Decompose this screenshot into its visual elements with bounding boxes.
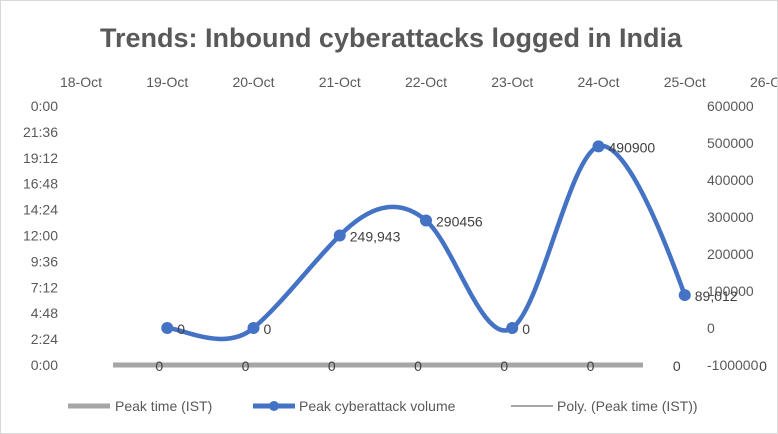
- volume-data-label: 0: [264, 321, 272, 337]
- legend-label-peak-time: Peak time (IST): [115, 398, 212, 414]
- volume-data-label: 490900: [609, 139, 656, 155]
- right-tick-label: 500000: [707, 135, 754, 151]
- x-tick-label: 26-Oct: [750, 74, 777, 90]
- volume-line: [165, 143, 687, 342]
- right-axis-ticks: -100000 0 100000 200000 300000 400000 500000 60…: [707, 98, 759, 373]
- peak-time-data-label: 0: [673, 358, 681, 374]
- peak-time-data-label: 0: [414, 358, 422, 374]
- left-tick-label: 2:24: [31, 331, 58, 347]
- volume-data-label: 0: [177, 321, 185, 337]
- left-tick-label: 19:12: [23, 150, 58, 166]
- right-tick-label: 0: [707, 320, 715, 336]
- left-tick-label: 0:00: [31, 357, 58, 373]
- x-tick-label: 23-Oct: [491, 74, 533, 90]
- volume-point: [592, 140, 605, 153]
- right-tick-label: 300000: [707, 209, 754, 225]
- series-volume: 0 0 249,943 290456 0 490900 89,012: [161, 139, 738, 342]
- volume-point: [420, 214, 432, 227]
- x-axis-ticks: 18-Oct 19-Oct 20-Oct 21-Oct 22-Oct 23-Oct 24-O…: [60, 74, 777, 90]
- volume-data-label: 0: [522, 321, 530, 337]
- volume-point: [161, 322, 174, 334]
- left-tick-label: 9:36: [31, 253, 58, 269]
- peak-time-data-label: 0: [155, 358, 163, 374]
- volume-point: [506, 322, 519, 334]
- x-tick-label: 18-Oct: [60, 74, 102, 90]
- volume-point: [678, 289, 691, 302]
- volume-data-label: 89,012: [695, 288, 738, 304]
- right-tick-label: 400000: [707, 172, 754, 188]
- legend: Peak time (IST) Peak cyberattack volume …: [68, 398, 698, 414]
- x-tick-label: 22-Oct: [405, 74, 447, 90]
- right-tick-label: 200000: [707, 246, 754, 262]
- left-tick-label: 14:24: [23, 202, 58, 218]
- left-tick-label: 0:00: [31, 98, 58, 114]
- x-tick-label: 21-Oct: [319, 74, 361, 90]
- x-tick-label: 20-Oct: [232, 74, 274, 90]
- x-tick-label: 19-Oct: [146, 74, 188, 90]
- series-peak-time: 0 0 0 0 0 0 0 0: [113, 358, 767, 374]
- left-tick-label: 21:36: [23, 124, 58, 140]
- left-tick-label: 16:48: [23, 176, 58, 192]
- peak-time-data-label: 0: [587, 358, 595, 374]
- left-tick-label: 12:00: [23, 228, 58, 244]
- volume-data-label: 249,943: [350, 229, 401, 245]
- x-tick-label: 24-Oct: [577, 74, 619, 90]
- peak-time-data-label: 0: [759, 358, 767, 374]
- right-tick-label: -100000: [707, 357, 759, 373]
- peak-time-data-label: 0: [242, 358, 250, 374]
- left-tick-label: 4:48: [31, 305, 58, 321]
- left-tick-label: 7:12: [31, 279, 58, 295]
- chart-title: Trends: Inbound cyberattacks logged in I…: [100, 23, 683, 53]
- legend-label-poly-trendline: Poly. (Peak time (IST)): [557, 398, 698, 414]
- volume-point: [247, 322, 260, 334]
- peak-time-data-label: 0: [328, 358, 336, 374]
- x-tick-label: 25-Oct: [664, 74, 706, 90]
- legend-label-volume: Peak cyberattack volume: [299, 398, 456, 414]
- legend-marker-volume: [269, 401, 279, 411]
- peak-time-data-label: 0: [500, 358, 508, 374]
- right-tick-label: 600000: [707, 98, 754, 114]
- volume-data-label: 290456: [436, 214, 483, 230]
- right-tick-label: 100000: [707, 283, 754, 299]
- left-axis-ticks: 0:00 2:24 4:48 7:12 9:36 12:00 14:24 16:48 19:12…: [23, 98, 58, 373]
- volume-point: [333, 229, 346, 242]
